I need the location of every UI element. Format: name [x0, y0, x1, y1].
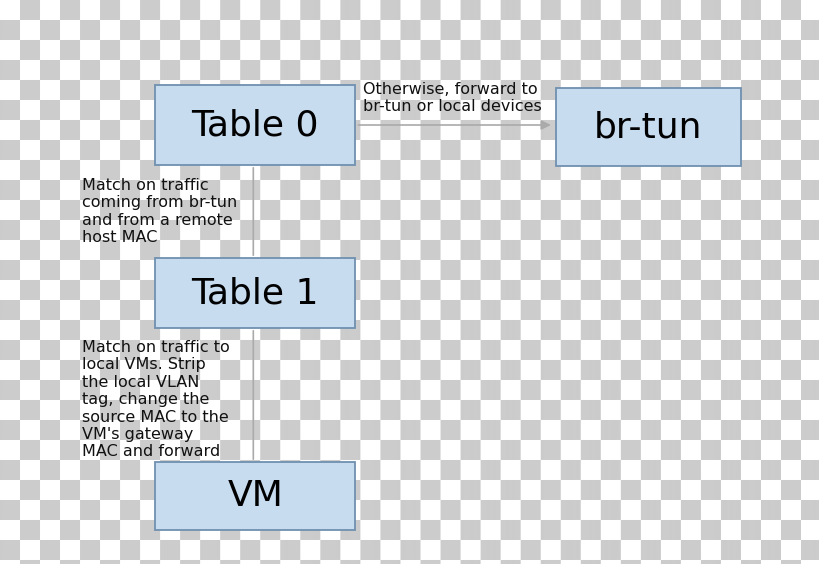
Bar — [155, 85, 355, 165]
Text: Otherwise, forward to
br-tun or local devices: Otherwise, forward to br-tun or local de… — [363, 82, 541, 114]
Bar — [155, 258, 355, 328]
Text: br-tun: br-tun — [593, 110, 702, 144]
Text: VM: VM — [227, 479, 283, 513]
Bar — [155, 462, 355, 530]
Text: Table 0: Table 0 — [192, 108, 319, 142]
Text: Table 1: Table 1 — [192, 276, 319, 310]
Text: Match on traffic to
local VMs. Strip
the local VLAN
tag, change the
source MAC t: Match on traffic to local VMs. Strip the… — [82, 340, 229, 460]
Bar — [555, 88, 740, 166]
Text: Match on traffic
coming from br-tun
and from a remote
host MAC: Match on traffic coming from br-tun and … — [82, 178, 237, 245]
